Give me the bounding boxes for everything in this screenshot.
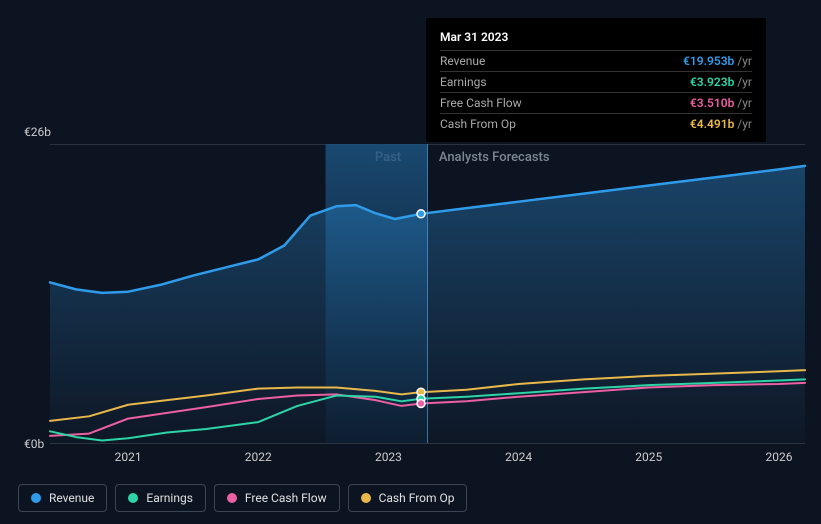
tooltip-row: Free Cash Flow €3.510b /yr (440, 92, 752, 113)
tooltip-date: Mar 31 2023 (440, 26, 752, 50)
x-axis-tick: 2021 (115, 450, 142, 464)
tooltip-row-value: €3.923b /yr (690, 75, 752, 89)
legend-swatch (128, 493, 138, 503)
legend-item[interactable]: Free Cash Flow (214, 484, 340, 512)
legend-label: Earnings (146, 491, 193, 505)
legend-swatch (31, 493, 41, 503)
tooltip-row-value: €3.510b /yr (690, 96, 752, 110)
legend-item[interactable]: Cash From Op (348, 484, 468, 512)
y-axis-tick: €26b (24, 125, 51, 139)
x-axis-tick: 2022 (245, 450, 272, 464)
x-axis-tick: 2025 (635, 450, 662, 464)
x-axis-tick: 2024 (505, 450, 532, 464)
tooltip-row: Earnings €3.923b /yr (440, 71, 752, 92)
tooltip-row-label: Cash From Op (440, 117, 560, 131)
tooltip-row: Revenue €19.953b /yr (440, 50, 752, 71)
legend-label: Free Cash Flow (245, 491, 327, 505)
chart-plot (50, 144, 805, 444)
legend-item[interactable]: Earnings (115, 484, 206, 512)
legend-swatch (361, 493, 371, 503)
x-axis-tick: 2023 (375, 450, 402, 464)
x-axis: 2021 2022 2023 2024 2025 2026 (50, 450, 805, 470)
tooltip-row-label: Free Cash Flow (440, 96, 560, 110)
tooltip-row: Cash From Op €4.491b /yr (440, 113, 752, 134)
x-axis-tick: 2026 (765, 450, 792, 464)
legend-item[interactable]: Revenue (18, 484, 107, 512)
y-axis-tick: €0b (24, 437, 44, 451)
tooltip-row-value: €4.491b /yr (690, 117, 752, 131)
legend-label: Revenue (49, 491, 94, 505)
legend-label: Cash From Op (379, 491, 455, 505)
legend: Revenue Earnings Free Cash Flow Cash From O… (18, 484, 467, 512)
tooltip-row-label: Revenue (440, 54, 560, 68)
tooltip-row-value: €19.953b /yr (683, 54, 752, 68)
legend-swatch (227, 493, 237, 503)
chart-tooltip: Mar 31 2023 Revenue €19.953b /yr Earnings €… (426, 18, 766, 142)
tooltip-row-label: Earnings (440, 75, 560, 89)
